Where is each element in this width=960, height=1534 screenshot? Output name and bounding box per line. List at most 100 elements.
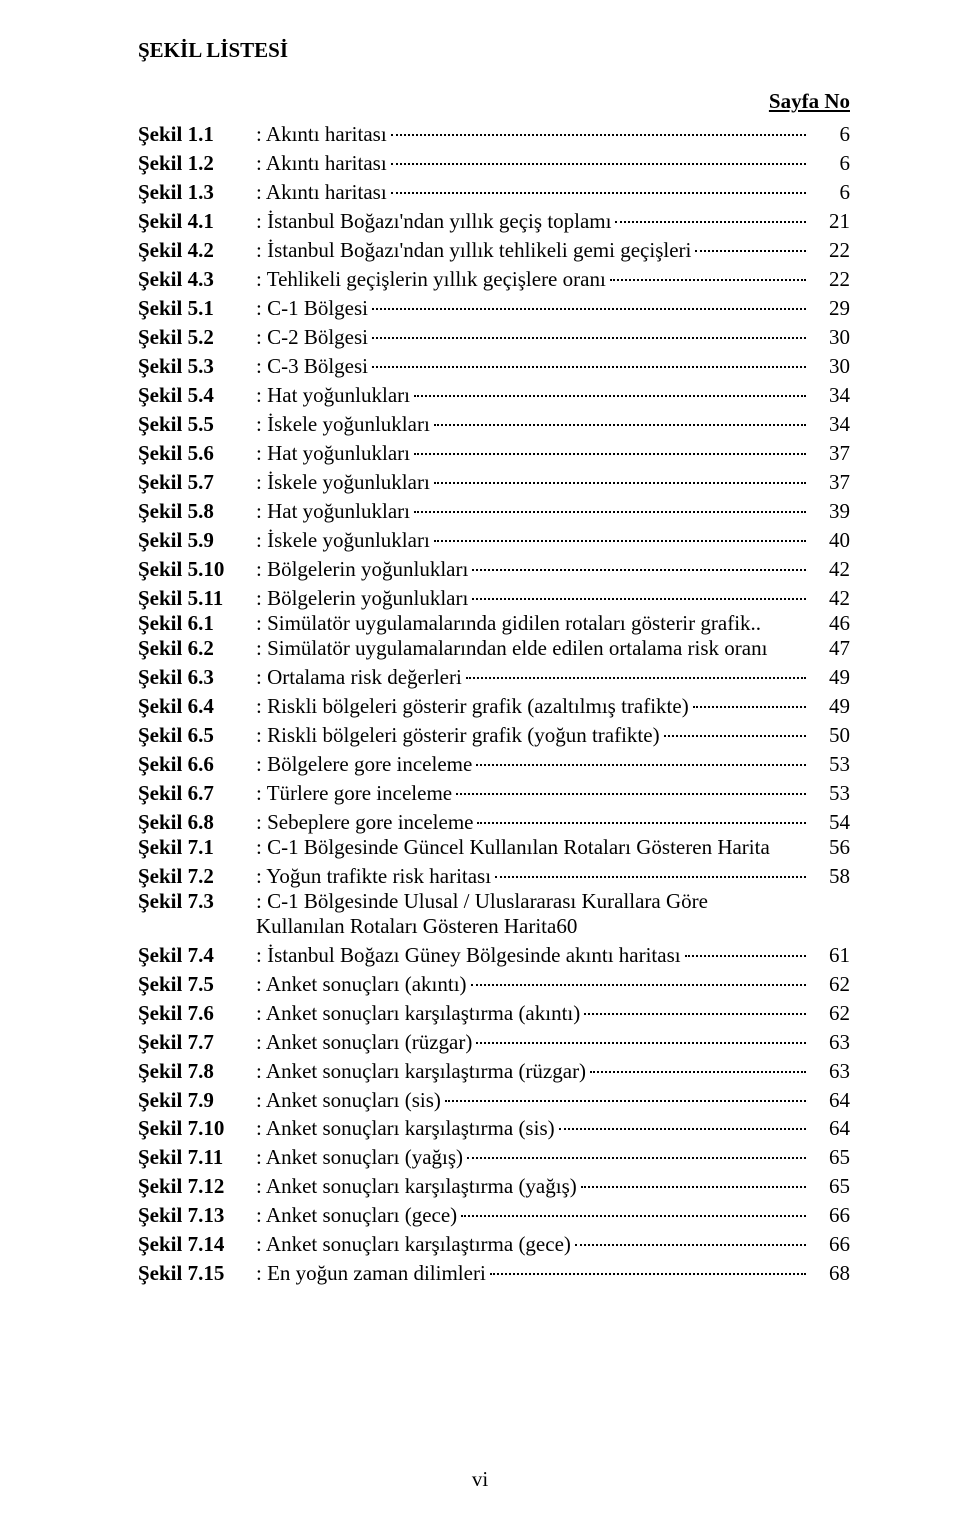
figure-desc: : Hat yoğunlukları — [256, 499, 410, 524]
page-number: 49 — [810, 694, 850, 719]
page-number: 58 — [810, 864, 850, 889]
leader-dots — [472, 548, 806, 571]
page-number: 6 — [810, 122, 850, 147]
figure-desc: : Hat yoğunlukları — [256, 383, 410, 408]
leader-dots — [471, 963, 806, 986]
leader-dots — [372, 345, 806, 368]
figure-label: Şekil 6.7 — [138, 781, 256, 806]
figure-label: Şekil 7.8 — [138, 1059, 256, 1084]
page-number: 64 — [810, 1116, 850, 1141]
figure-desc: : Akıntı haritası — [256, 151, 387, 176]
page-number: 42 — [810, 557, 850, 582]
figure-desc: : Anket sonuçları (yağış) — [256, 1145, 463, 1170]
leader-dots — [434, 519, 806, 542]
figure-label: Şekil 6.5 — [138, 723, 256, 748]
figure-label: Şekil 7.14 — [138, 1232, 256, 1257]
figure-desc: : Anket sonuçları (sis) — [256, 1088, 441, 1113]
leader-dots — [664, 714, 806, 737]
figure-label: Şekil 5.3 — [138, 354, 256, 379]
header-page-no: Sayfa No — [256, 89, 850, 114]
figure-label: Şekil 5.9 — [138, 528, 256, 553]
page-number: 37 — [810, 470, 850, 495]
figure-label: Şekil 5.11 — [138, 586, 256, 611]
page-number: 50 — [810, 723, 850, 748]
leader-dots — [477, 801, 806, 824]
page-number: 30 — [810, 325, 850, 350]
figure-desc: : İskele yoğunlukları — [256, 528, 430, 553]
leader-dots — [472, 577, 806, 600]
list-item: Şekil 7.15: En yoğun zaman dilimleri68 — [138, 1257, 850, 1286]
figure-desc: : Riskli bölgeleri gösterir grafik (azal… — [256, 694, 689, 719]
figure-list: Şekil 1.1: Akıntı haritası6Şekil 1.2: Ak… — [138, 118, 850, 1286]
list-item: Şekil 6.1: Simülatör uygulamalarında gid… — [138, 611, 850, 636]
figure-label: Şekil 7.9 — [138, 1088, 256, 1113]
figure-label: Şekil 5.6 — [138, 441, 256, 466]
figure-desc: : Bölgelerin yoğunlukları — [256, 586, 468, 611]
leader-dots — [466, 656, 806, 679]
figure-label: Şekil 6.1 — [138, 611, 256, 636]
figure-label: Şekil 7.11 — [138, 1145, 256, 1170]
page-number: 30 — [810, 354, 850, 379]
page-number: 68 — [810, 1261, 850, 1286]
page-number: 6 — [810, 151, 850, 176]
leader-dots — [615, 200, 806, 223]
figure-label: Şekil 5.1 — [138, 296, 256, 321]
figure-desc: : Hat yoğunlukları — [256, 441, 410, 466]
figure-desc: : Anket sonuçları (gece) — [256, 1203, 457, 1228]
page-number: 34 — [810, 412, 850, 437]
figure-desc: : Bölgelere gore inceleme — [256, 752, 472, 777]
page-number: 49 — [810, 665, 850, 690]
leader-dots — [467, 1136, 806, 1159]
figure-label: Şekil 5.7 — [138, 470, 256, 495]
figure-label: Şekil 6.4 — [138, 694, 256, 719]
figure-desc: : Türlere gore inceleme — [256, 781, 452, 806]
leader-dots — [434, 403, 806, 426]
leader-dots — [693, 685, 806, 708]
figure-label: Şekil 6.3 — [138, 665, 256, 690]
figure-label: Şekil 7.2 — [138, 864, 256, 889]
leader-dots — [685, 934, 806, 957]
leader-dots — [584, 992, 806, 1015]
figure-desc: Kullanılan Rotaları Gösteren Harita — [256, 914, 556, 939]
page-number: 63 — [810, 1059, 850, 1084]
figure-desc: : Akıntı haritası — [256, 122, 387, 147]
figure-desc: : Ortalama risk değerleri — [256, 665, 462, 690]
page-number: 62 — [810, 972, 850, 997]
figure-label: Şekil 6.2 — [138, 636, 256, 661]
figure-desc: : Anket sonuçları (rüzgar) — [256, 1030, 472, 1055]
leader-dots — [372, 316, 806, 339]
page-number: 61 — [810, 943, 850, 968]
header-label-blank — [138, 89, 256, 114]
leader-dots — [695, 229, 806, 252]
figure-label: Şekil 7.4 — [138, 943, 256, 968]
page-footer: vi — [0, 1467, 960, 1492]
page-number: 53 — [810, 752, 850, 777]
page-number: 39 — [810, 499, 850, 524]
figure-desc: : Sebeplere gore inceleme — [256, 810, 473, 835]
page-number: 22 — [810, 238, 850, 263]
figure-label: Şekil 5.10 — [138, 557, 256, 582]
figure-desc: : Bölgelerin yoğunlukları — [256, 557, 468, 582]
leader-dots — [495, 855, 806, 878]
page-number: 65 — [810, 1174, 850, 1199]
figure-label: Şekil 7.6 — [138, 1001, 256, 1026]
figure-label: Şekil 4.3 — [138, 267, 256, 292]
page-number: 34 — [810, 383, 850, 408]
leader-dots — [476, 743, 806, 766]
page-number: 29 — [810, 296, 850, 321]
figure-label: Şekil 1.1 — [138, 122, 256, 147]
figure-label: Şekil 7.5 — [138, 972, 256, 997]
figure-desc: : C-1 Bölgesi — [256, 296, 368, 321]
leader-dots — [414, 432, 806, 455]
page-number: 63 — [810, 1030, 850, 1055]
leader-dots — [391, 113, 806, 136]
page-title: ŞEKİL LİSTESİ — [138, 38, 850, 63]
page-number: 53 — [810, 781, 850, 806]
figure-label: Şekil 7.13 — [138, 1203, 256, 1228]
figure-label: Şekil 6.8 — [138, 810, 256, 835]
figure-label: Şekil 7.7 — [138, 1030, 256, 1055]
page-number: 46 — [810, 611, 850, 636]
figure-label: Şekil 7.3 — [138, 889, 256, 914]
page-number: 54 — [810, 810, 850, 835]
figure-desc: : İskele yoğunlukları — [256, 470, 430, 495]
